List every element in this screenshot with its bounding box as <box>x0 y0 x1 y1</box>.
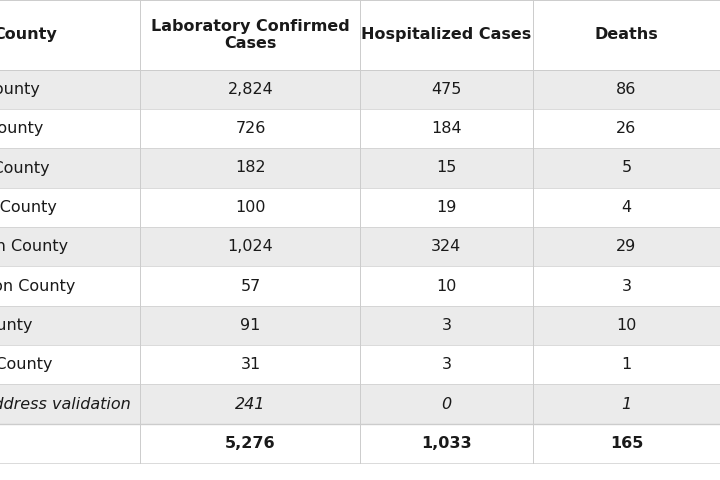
Text: 1: 1 <box>621 357 631 372</box>
Text: Hartford County: Hartford County <box>0 121 43 136</box>
Text: Pending address validation: Pending address validation <box>0 396 130 412</box>
Text: 91: 91 <box>240 318 261 333</box>
Bar <box>0 306 720 345</box>
Text: 1,024: 1,024 <box>228 239 274 254</box>
Text: 1: 1 <box>621 396 631 412</box>
Text: New Haven County: New Haven County <box>0 239 68 254</box>
Bar <box>0 109 720 148</box>
Text: 241: 241 <box>235 396 266 412</box>
Text: 57: 57 <box>240 278 261 294</box>
Bar <box>0 384 720 424</box>
Bar <box>0 266 720 306</box>
Text: 19: 19 <box>436 200 456 215</box>
Text: 3: 3 <box>441 318 451 333</box>
Bar <box>0 188 720 227</box>
Text: Hospitalized Cases: Hospitalized Cases <box>361 27 531 42</box>
Text: 184: 184 <box>431 121 462 136</box>
Text: 0: 0 <box>441 396 451 412</box>
Text: 2,824: 2,824 <box>228 82 274 97</box>
Text: 31: 31 <box>240 357 261 372</box>
Text: 182: 182 <box>235 160 266 176</box>
Text: Middlesex County: Middlesex County <box>0 200 56 215</box>
Text: 165: 165 <box>610 436 643 451</box>
Text: 100: 100 <box>235 200 266 215</box>
Text: Windham County: Windham County <box>0 357 52 372</box>
Text: 324: 324 <box>431 239 462 254</box>
Text: 5: 5 <box>621 160 631 176</box>
Text: 29: 29 <box>616 239 636 254</box>
Text: Fairfield County: Fairfield County <box>0 82 40 97</box>
Text: 5,276: 5,276 <box>225 436 276 451</box>
Bar <box>0 70 720 109</box>
Text: Litchfield County: Litchfield County <box>0 160 49 176</box>
Text: Laboratory Confirmed
Cases: Laboratory Confirmed Cases <box>151 19 350 51</box>
Text: New London County: New London County <box>0 278 75 294</box>
Bar <box>0 227 720 266</box>
Text: 726: 726 <box>235 121 266 136</box>
Text: 10: 10 <box>436 278 456 294</box>
Text: 86: 86 <box>616 82 636 97</box>
Text: 15: 15 <box>436 160 456 176</box>
Bar <box>0 0 720 70</box>
Text: 4: 4 <box>621 200 631 215</box>
Text: 3: 3 <box>621 278 631 294</box>
Bar <box>0 148 720 188</box>
Text: 1,033: 1,033 <box>421 436 472 451</box>
Text: Deaths: Deaths <box>595 27 658 42</box>
Text: 3: 3 <box>441 357 451 372</box>
Text: Tolland County: Tolland County <box>0 318 32 333</box>
Text: County: County <box>0 27 57 42</box>
Text: 475: 475 <box>431 82 462 97</box>
Bar <box>0 345 720 384</box>
Bar <box>0 424 720 463</box>
Text: 10: 10 <box>616 318 636 333</box>
Text: 26: 26 <box>616 121 636 136</box>
